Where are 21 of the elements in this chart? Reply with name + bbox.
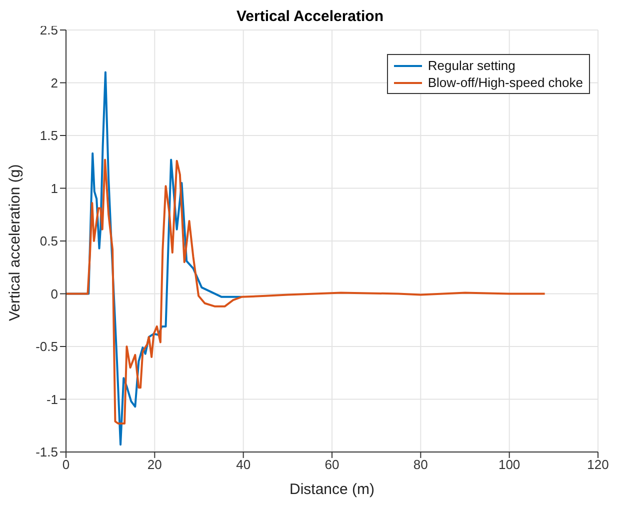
x-tick-label: 60 (324, 457, 340, 472)
line-series (66, 158, 546, 425)
x-tick-label: 40 (236, 457, 251, 472)
x-axis-title: Distance (m) (289, 481, 375, 498)
legend-label: Regular setting (428, 57, 516, 74)
y-tick-label: 2 (50, 75, 58, 90)
y-axis-title: Vertical acceleration (g) (6, 164, 24, 321)
y-tick-label: -1 (46, 392, 58, 407)
legend-label: Blow-off/High-speed choke (428, 74, 583, 91)
y-tick-label: -0.5 (36, 339, 58, 354)
y-tick-label: 0 (50, 286, 58, 302)
y-tick-label: 1.5 (40, 128, 58, 144)
x-tick-label: 100 (498, 457, 520, 472)
x-tick-label: 0 (62, 457, 70, 472)
x-tick-label: 80 (413, 457, 428, 472)
y-tick-label: -1.5 (36, 444, 58, 460)
chart-title: Vertical Acceleration (236, 8, 384, 25)
x-tick-label: 20 (147, 457, 162, 472)
x-tick-label: 120 (587, 457, 609, 472)
y-tick-label: 1 (50, 180, 58, 196)
y-tick-label: 0.5 (40, 234, 58, 249)
